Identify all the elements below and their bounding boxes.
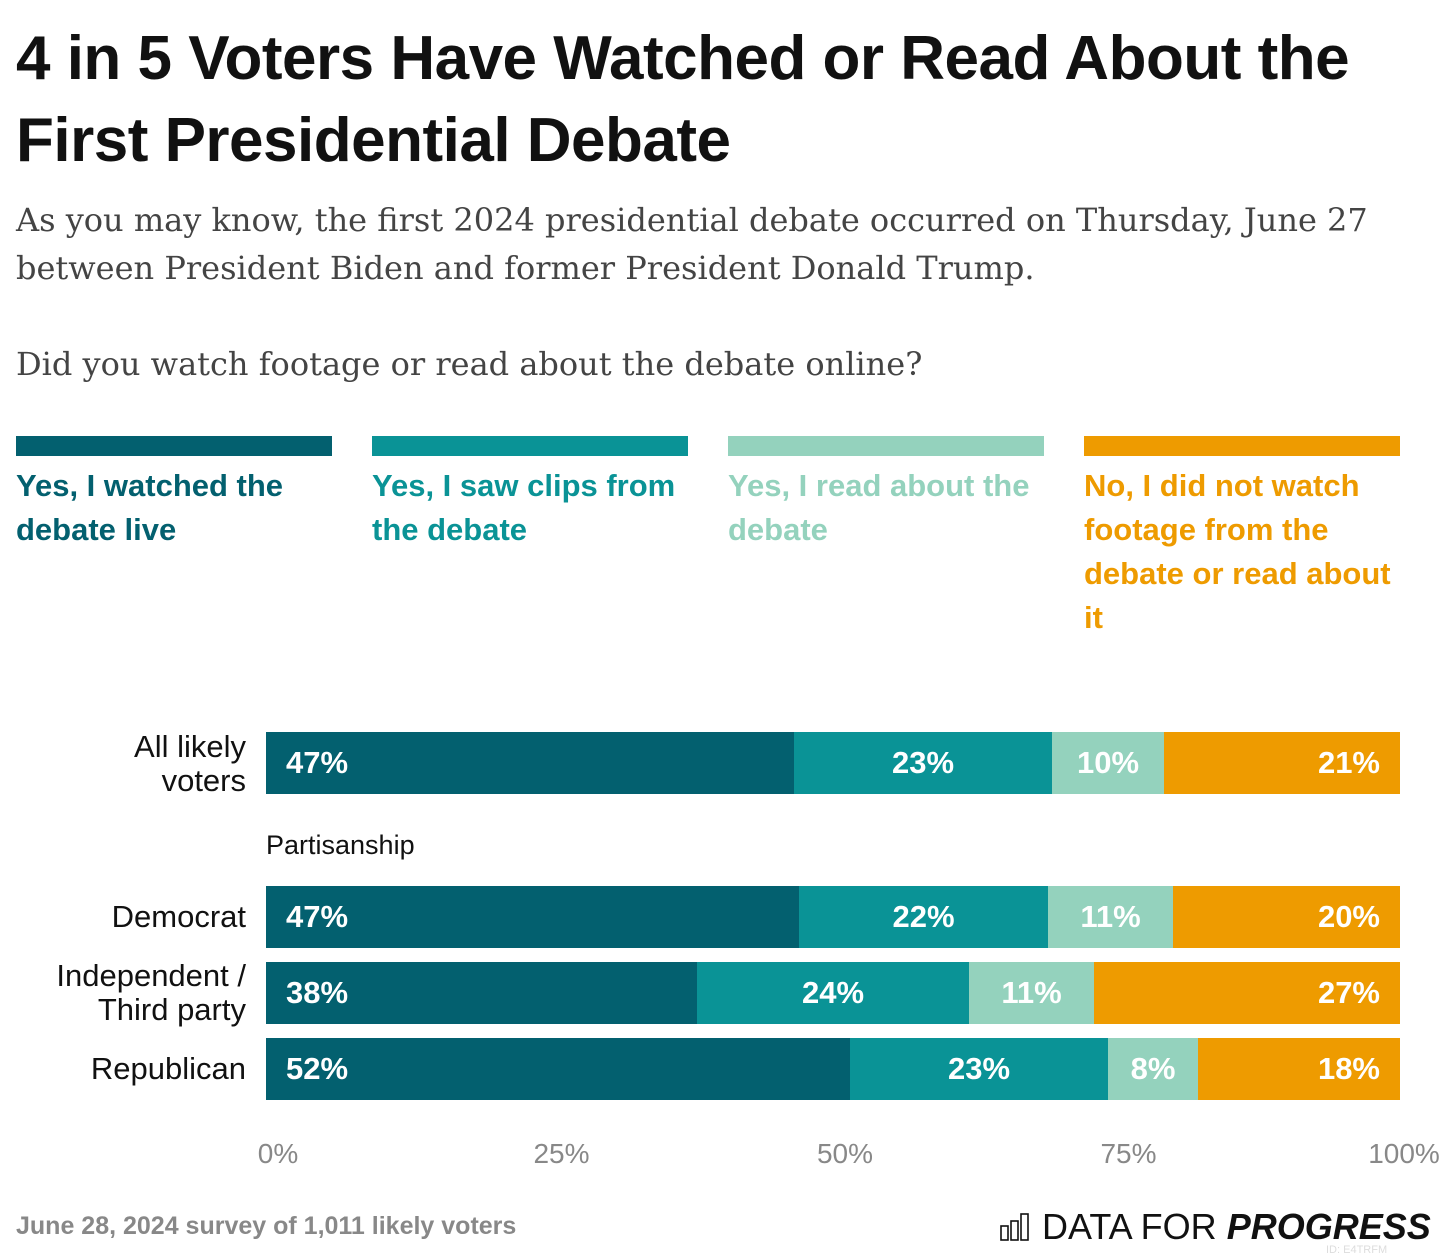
legend-item: No, I did not watch footage from the deb… <box>1084 436 1400 640</box>
bar-segment: 24% <box>697 962 969 1024</box>
bar-chart-logo-icon <box>1000 1213 1029 1241</box>
legend-swatch <box>16 436 332 456</box>
legend-item: Yes, I watched the debate live <box>16 436 332 552</box>
bar-segment: 18% <box>1198 1038 1400 1100</box>
legend-item: Yes, I read about the debate <box>728 436 1044 552</box>
chart-subtitle: As you may know, the first 2024 presiden… <box>16 201 1368 287</box>
logo-text-bold: PROGRESS <box>1226 1206 1431 1247</box>
row-label-republican: Republican <box>90 1051 246 1086</box>
chart-title: 4 in 5 Voters Have Watched or Read About… <box>16 24 1350 175</box>
survey-note: June 28, 2024 survey of 1,011 likely vot… <box>16 1212 517 1240</box>
bar-segment: 47% <box>266 732 794 794</box>
legend-swatch <box>728 436 1044 456</box>
bar-segment: 22% <box>799 886 1048 948</box>
bar-segment: 47% <box>266 886 799 948</box>
bar-row: 52% 23% 8% 18% <box>266 1038 1400 1100</box>
row-label-independent: Independent / Third party <box>56 959 246 1027</box>
legend-swatch <box>1084 436 1400 456</box>
bar-row: 38% 24% 11% 27% <box>266 962 1400 1024</box>
x-tick-label: 75% <box>1100 1138 1157 1169</box>
data-for-progress-logo: DATA FOR PROGRESS <box>1000 1206 1431 1248</box>
legend-label: Yes, I watched the debate live <box>16 468 284 547</box>
bar-segment: 27% <box>1094 962 1400 1024</box>
bar-segment: 23% <box>794 732 1052 794</box>
bar-segment: 8% <box>1108 1038 1198 1100</box>
bar-segment: 21% <box>1164 732 1400 794</box>
bar-segment: 23% <box>850 1038 1108 1100</box>
x-tick-label: 25% <box>533 1138 590 1169</box>
legend-label: Yes, I saw clips from the debate <box>372 468 676 547</box>
row-label-line: Third party <box>97 992 246 1027</box>
row-label-democrat: Democrat <box>111 899 246 934</box>
legend-swatch <box>372 436 688 456</box>
bar-row: 47% 22% 11% 20% <box>266 886 1400 948</box>
row-label-line: voters <box>161 763 246 798</box>
chart-id: ID: E4TRFM <box>1326 1244 1388 1256</box>
bar-row: 47% 23% 10% 21% <box>266 732 1400 794</box>
logo-text-light: DATA FOR <box>1042 1206 1227 1247</box>
bar-segment: 11% <box>969 962 1094 1024</box>
bar-segment: 10% <box>1052 732 1164 794</box>
legend-label: No, I did not watch footage from the deb… <box>1084 468 1391 635</box>
survey-question: Did you watch footage or read about the … <box>16 345 923 383</box>
x-tick-label: 50% <box>816 1138 874 1169</box>
row-label-line: Independent / <box>56 958 246 993</box>
bar-segment: 38% <box>266 962 697 1024</box>
x-tick-label: 0% <box>257 1138 299 1169</box>
row-label-all-likely-voters: All likely voters <box>134 730 246 798</box>
bar-segment: 11% <box>1048 886 1173 948</box>
logo-text: DATA FOR PROGRESS <box>1042 1206 1431 1248</box>
x-tick-label: 100% <box>1368 1138 1440 1169</box>
group-label-partisanship: Partisanship <box>266 830 415 860</box>
bar-segment: 52% <box>266 1038 850 1100</box>
row-label-line: All likely <box>134 729 246 764</box>
legend-item: Yes, I saw clips from the debate <box>372 436 688 552</box>
bar-segment: 20% <box>1173 886 1400 948</box>
legend-label: Yes, I read about the debate <box>728 468 1030 547</box>
